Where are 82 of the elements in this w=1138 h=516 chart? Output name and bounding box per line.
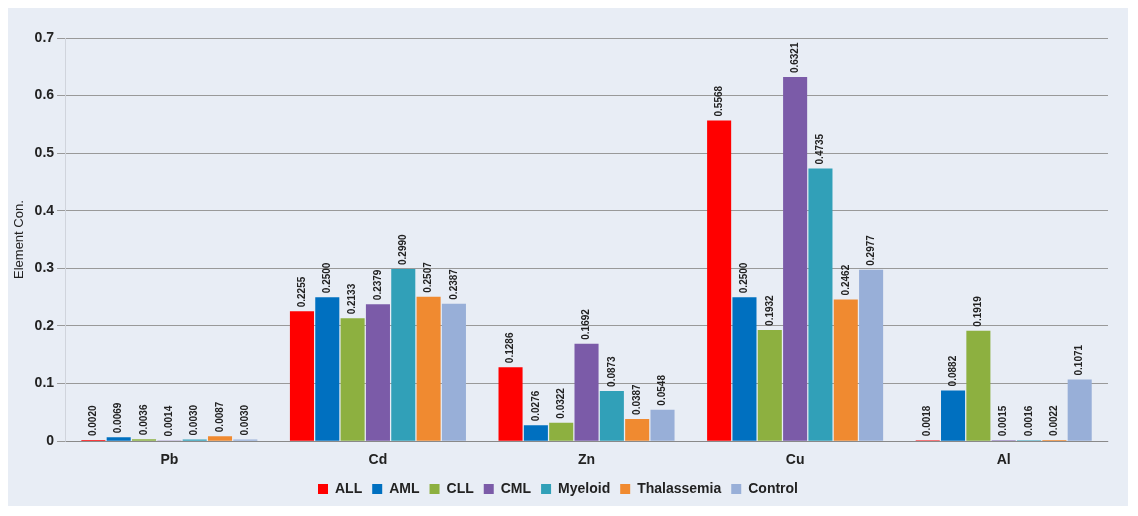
data-label: 0.0276: [529, 390, 541, 422]
y-tick-label: 0.7: [34, 28, 55, 45]
x-tick-label: Pb: [160, 451, 179, 468]
data-label: 0.5568: [712, 85, 724, 117]
legend-label: AML: [389, 479, 420, 496]
data-label: 0.0030: [188, 404, 200, 436]
bar: [498, 367, 523, 441]
data-label: 0.6321: [788, 42, 800, 74]
bar: [707, 120, 732, 441]
bar: [625, 418, 650, 441]
y-tick-label: 0.2: [34, 316, 55, 333]
data-label: 0.0015: [997, 405, 1009, 437]
x-tick-label: Cd: [368, 451, 388, 468]
bar: [859, 269, 884, 441]
data-label: 0.0322: [554, 387, 566, 419]
data-label: 0.2507: [422, 261, 434, 293]
data-label: 0.0087: [213, 401, 225, 433]
data-label: 0.0018: [921, 405, 933, 437]
data-label: 0.4735: [814, 133, 826, 165]
y-tick-label: 0.5: [34, 144, 55, 161]
legend-label: CLL: [446, 479, 475, 496]
bar: [941, 390, 966, 441]
data-label: 0.1286: [504, 332, 516, 364]
bar: [966, 330, 991, 441]
data-label: 0.2990: [397, 233, 409, 265]
data-label: 0.0030: [239, 404, 251, 436]
data-label: 0.1919: [972, 295, 984, 327]
data-label: 0.2379: [371, 269, 383, 301]
bar: [207, 436, 233, 441]
bar: [650, 409, 675, 441]
data-label: 0.1071: [1073, 344, 1085, 376]
legend-label: Thalassemia: [637, 479, 722, 496]
data-label: 0.0873: [605, 355, 617, 387]
x-tick-label: Cu: [785, 451, 805, 468]
y-tick-label: 0: [46, 432, 55, 449]
bar: [391, 268, 416, 441]
data-label: 0.2500: [738, 262, 750, 294]
bar: [599, 390, 624, 441]
data-label: 0.0882: [946, 355, 958, 387]
y-tick-label: 0.1: [34, 374, 55, 391]
bar: [808, 168, 833, 441]
y-tick-label: 0.3: [34, 259, 55, 276]
bar: [365, 304, 390, 441]
data-label: 0.2462: [839, 264, 851, 296]
legend-label: ALL: [335, 479, 363, 496]
bar: [549, 422, 574, 441]
bar: [340, 318, 365, 441]
data-label: 0.0020: [87, 405, 99, 437]
bar: [441, 303, 466, 441]
data-label: 0.2387: [447, 268, 459, 300]
data-label: 0.0387: [630, 383, 642, 415]
x-tick-label: Al: [996, 451, 1011, 468]
data-label: 0.0022: [1048, 404, 1060, 436]
data-label: 0.2977: [864, 234, 876, 266]
legend-label: Myeloid: [558, 479, 611, 496]
bar: [106, 437, 131, 441]
bar: [523, 425, 548, 441]
data-label: 0.0548: [656, 374, 668, 406]
bar: [757, 329, 782, 441]
y-axis-title: Element Con.: [11, 200, 27, 279]
bar: [1067, 379, 1092, 441]
data-label: 0.0036: [137, 404, 149, 436]
data-label: 0.2500: [321, 262, 333, 294]
data-label: 0.1932: [763, 294, 775, 326]
data-label: 0.2133: [346, 283, 358, 315]
x-tick-label: Zn: [577, 451, 596, 468]
data-label: 0.2255: [295, 276, 307, 308]
legend-label: Control: [748, 479, 798, 496]
bar: [289, 311, 314, 441]
legend-label: CML: [500, 479, 532, 496]
y-tick-label: 0.6: [34, 86, 55, 103]
data-label: 0.0069: [112, 402, 124, 434]
bar: [833, 299, 858, 441]
data-label: 0.1692: [580, 308, 592, 340]
bar: [315, 297, 340, 441]
bar: [416, 296, 441, 441]
bar: [783, 77, 808, 441]
bar: [732, 297, 757, 441]
data-label: 0.0016: [1022, 405, 1034, 437]
y-tick-label: 0.4: [34, 201, 55, 218]
bar: [574, 343, 599, 441]
data-label: 0.0014: [163, 405, 175, 437]
